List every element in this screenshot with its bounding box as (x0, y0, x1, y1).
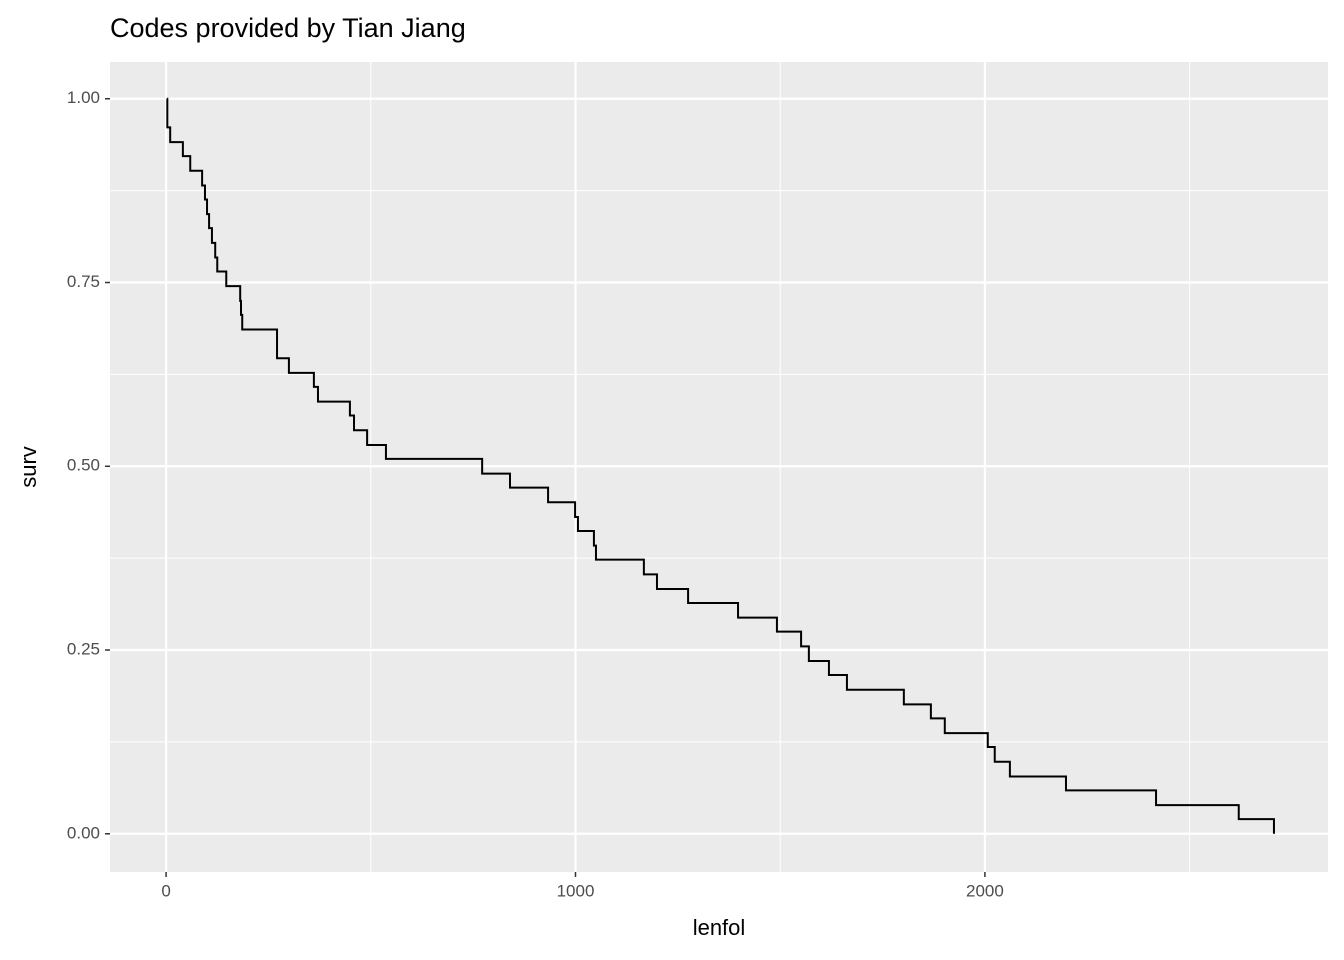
y-tick-label: 0.00 (67, 823, 100, 842)
x-axis-title: lenfol (693, 915, 746, 940)
x-tick-label: 1000 (557, 881, 595, 900)
chart-title: Codes provided by Tian Jiang (110, 13, 466, 43)
y-tick-label: 0.75 (67, 272, 100, 291)
x-tick-label: 0 (161, 881, 170, 900)
y-tick-label: 1.00 (67, 88, 100, 107)
x-tick-label: 2000 (966, 881, 1004, 900)
y-axis-title: surv (16, 446, 41, 488)
survival-line (166, 97, 1275, 834)
y-tick-label: 0.50 (67, 456, 100, 475)
y-tick-label: 0.25 (67, 640, 100, 659)
